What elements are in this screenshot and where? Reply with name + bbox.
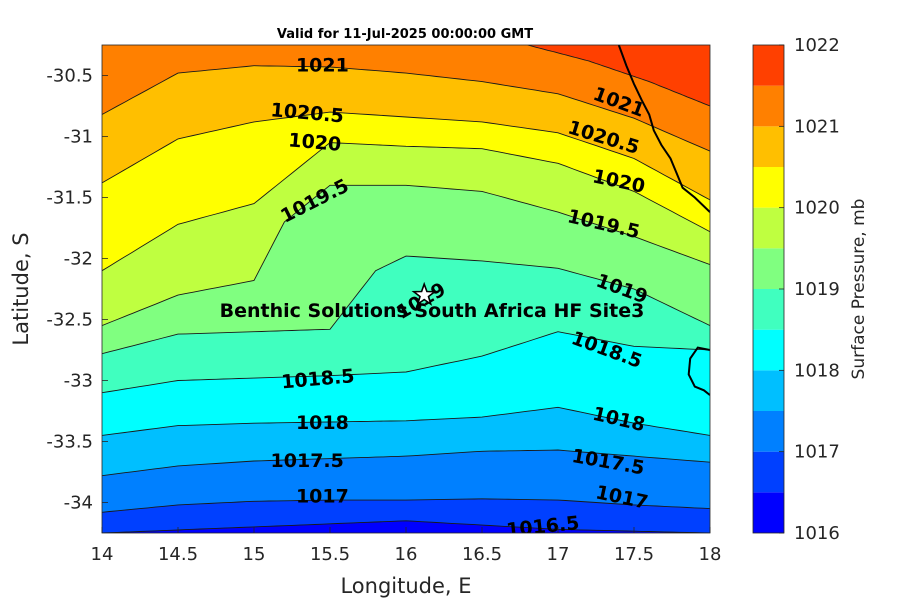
- colorbar-swatch: [753, 248, 784, 289]
- contour-line-1021: [102, 65, 710, 152]
- colorbar-tick-label: 1019: [794, 279, 840, 300]
- colorbar-swatch: [753, 207, 784, 249]
- pressure-band-1021: [102, 45, 710, 152]
- contour-line-1018: [102, 406, 710, 436]
- pressure-band-1021.5: [527, 45, 710, 106]
- x-tick-label: 15: [243, 544, 266, 565]
- colorbar-swatch: [753, 451, 784, 493]
- colorbar-tick-label: 1022: [794, 35, 840, 56]
- contour-line-1020.5: [102, 111, 710, 201]
- contour-line-1018.5: [102, 331, 710, 394]
- colorbar-swatch: [753, 411, 784, 452]
- contour-line-1020: [102, 142, 710, 272]
- colorbar-tick-label: 1020: [794, 198, 840, 219]
- y-tick-label: -32: [64, 249, 93, 270]
- contour-line-1019.5: [102, 184, 710, 327]
- colorbar-swatch: [753, 289, 784, 330]
- x-tick-label: 16: [395, 544, 418, 565]
- y-tick-label: -33: [64, 371, 93, 392]
- coastline: [617, 45, 710, 213]
- contour-label: 1020: [287, 129, 342, 156]
- contour-line-1016.5: [102, 520, 710, 533]
- contour-line-1021.5: [527, 45, 710, 107]
- x-axis-label: Longitude, E: [340, 574, 471, 598]
- site-star-marker: [411, 281, 437, 306]
- x-tick-label: 18: [699, 544, 722, 565]
- y-tick-label: -31.5: [46, 188, 93, 209]
- y-tick-label: -31: [64, 127, 93, 148]
- x-tick-label: 17.5: [614, 544, 654, 565]
- contour-line-1019: [102, 255, 710, 355]
- colorbar-tick-label: 1016: [794, 523, 840, 544]
- y-tick-label: -34: [64, 493, 93, 514]
- island-outline: [687, 346, 710, 396]
- colorbar-tick-label: 1021: [794, 116, 840, 137]
- colorbar-swatch: [753, 45, 784, 86]
- y-tick-label: -33.5: [46, 432, 93, 453]
- contour-line-1017: [102, 498, 710, 513]
- contour-label: 1017: [296, 485, 349, 507]
- y-tick-label: -32.5: [46, 310, 93, 331]
- x-tick-label: 15.5: [310, 544, 350, 565]
- x-tick-label: 17: [547, 544, 570, 565]
- colorbar-swatch: [753, 492, 784, 533]
- y-tick-label: -30.5: [46, 66, 93, 87]
- y-axis-label: Latitude, S: [9, 232, 33, 345]
- colorbar-tick-label: 1017: [794, 442, 840, 463]
- colorbar-swatch: [753, 85, 784, 127]
- colorbar-label: Surface Pressure, mb: [849, 199, 869, 380]
- colorbar-tick-label: 1018: [794, 360, 840, 381]
- colorbar-swatch: [753, 370, 784, 411]
- colorbar: 1016 1017 1018 1019 1020 1021 1022: [752, 35, 840, 544]
- y-axis: -30.5 -31 -31.5 -32 -32.5 -33 -33.5 -34: [46, 66, 108, 514]
- colorbar-swatch: [753, 329, 784, 371]
- x-tick-label: 16.5: [462, 544, 502, 565]
- chart-title: Valid for 11-Jul-2025 00:00:00 GMT: [277, 27, 533, 42]
- colorbar-swatch: [753, 167, 784, 208]
- x-axis: 14 14.5 15 15.5 16 16.5 17 17.5 18: [91, 527, 722, 565]
- contour-label: 1021: [296, 55, 349, 77]
- colorbar-swatch: [753, 126, 784, 167]
- x-tick-label: 14: [91, 544, 114, 565]
- contour-label: 1016.5: [505, 512, 580, 542]
- x-tick-label: 14.5: [158, 544, 198, 565]
- contour-label: 1018: [296, 412, 349, 434]
- contour-line-1017.5: [102, 449, 710, 477]
- contour-label: 1017.5: [271, 450, 344, 472]
- site-label: Benthic Solutions South Africa HF Site3: [220, 300, 645, 322]
